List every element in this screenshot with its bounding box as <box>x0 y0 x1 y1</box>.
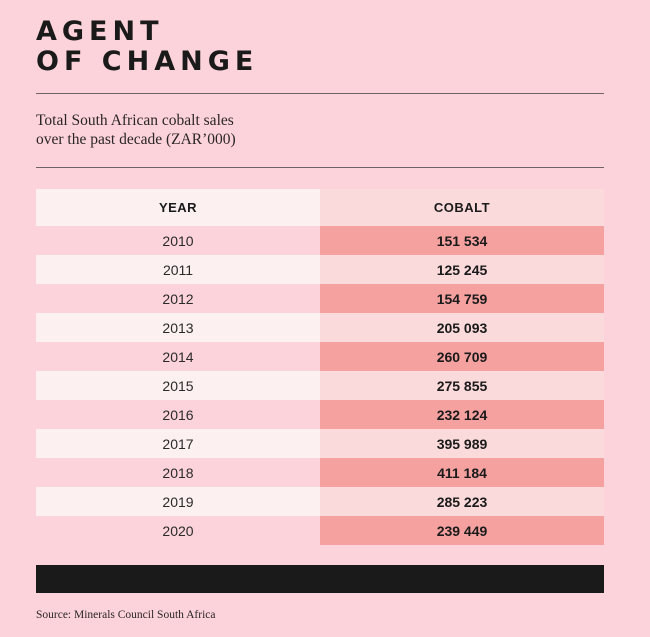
table-row: 2013 205 093 <box>36 313 604 342</box>
year-cell: 2015 <box>36 371 320 400</box>
source-note: Source: Minerals Council South Africa <box>36 609 216 621</box>
cobalt-value-cell: 232 124 <box>320 400 604 429</box>
year-cell: 2014 <box>36 342 320 371</box>
year-cell: 2016 <box>36 400 320 429</box>
year-cell: 2010 <box>36 226 320 255</box>
cobalt-value-cell: 154 759 <box>320 284 604 313</box>
top-divider <box>36 93 604 94</box>
year-cell: 2019 <box>36 487 320 516</box>
cobalt-value-cell: 125 245 <box>320 255 604 284</box>
page-title: AGENT OF CHANGE <box>36 17 258 77</box>
year-cell: 2017 <box>36 429 320 458</box>
year-column-header: YEAR <box>36 189 320 226</box>
table-body: 2010 151 534 2011 125 245 2012 154 759 2013 205… <box>36 226 604 545</box>
subtitle-line-2: over the past decade (ZAR’000) <box>36 131 236 148</box>
middle-divider <box>36 167 604 168</box>
cobalt-value-cell: 151 534 <box>320 226 604 255</box>
cobalt-value-cell: 285 223 <box>320 487 604 516</box>
cobalt-value-cell: 260 709 <box>320 342 604 371</box>
chart-subtitle: Total South African cobalt sales over th… <box>36 111 236 149</box>
table-row: 2019 285 223 <box>36 487 604 516</box>
subtitle-line-1: Total South African cobalt sales <box>36 112 234 129</box>
year-cell: 2013 <box>36 313 320 342</box>
cobalt-value-cell: 395 989 <box>320 429 604 458</box>
table-row: 2015 275 855 <box>36 371 604 400</box>
table-row: 2012 154 759 <box>36 284 604 313</box>
cobalt-column-header: COBALT <box>320 189 604 226</box>
table-row: 2014 260 709 <box>36 342 604 371</box>
cobalt-value-cell: 275 855 <box>320 371 604 400</box>
footer-bar <box>36 565 604 593</box>
cobalt-value-cell: 411 184 <box>320 458 604 487</box>
cobalt-value-cell: 239 449 <box>320 516 604 545</box>
year-cell: 2011 <box>36 255 320 284</box>
year-cell: 2020 <box>36 516 320 545</box>
title-line-1: AGENT <box>36 16 164 47</box>
year-cell: 2012 <box>36 284 320 313</box>
year-cell: 2018 <box>36 458 320 487</box>
data-table: YEAR COBALT 2010 151 534 2011 125 245 2012 15… <box>36 189 604 545</box>
table-row: 2011 125 245 <box>36 255 604 284</box>
table-row: 2020 239 449 <box>36 516 604 545</box>
cobalt-value-cell: 205 093 <box>320 313 604 342</box>
table-row: 2018 411 184 <box>36 458 604 487</box>
table-row: 2016 232 124 <box>36 400 604 429</box>
table-row: 2017 395 989 <box>36 429 604 458</box>
title-line-2: OF CHANGE <box>36 46 259 77</box>
table-header-row: YEAR COBALT <box>36 189 604 226</box>
table-row: 2010 151 534 <box>36 226 604 255</box>
